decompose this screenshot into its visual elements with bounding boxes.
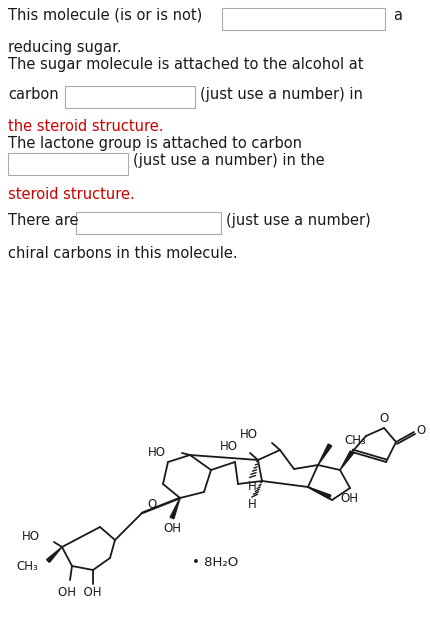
Polygon shape — [340, 451, 353, 470]
Text: HO: HO — [148, 446, 166, 459]
Text: reducing sugar.: reducing sugar. — [8, 40, 122, 55]
Text: HO: HO — [22, 530, 40, 544]
Bar — [8, 153, 128, 175]
Text: This molecule (is or is not): This molecule (is or is not) — [8, 8, 202, 23]
Text: O: O — [147, 499, 156, 512]
Text: CH₃: CH₃ — [344, 434, 366, 447]
Text: H: H — [248, 499, 256, 512]
Text: HO: HO — [240, 429, 258, 442]
Text: OH: OH — [340, 492, 358, 505]
Text: The lactone group is attached to carbon: The lactone group is attached to carbon — [8, 136, 302, 151]
Text: The sugar molecule is attached to the alcohol at: The sugar molecule is attached to the al… — [8, 57, 363, 72]
Polygon shape — [170, 498, 180, 519]
Text: steroid structure.: steroid structure. — [8, 187, 135, 202]
Text: (just use a number) in: (just use a number) in — [200, 87, 363, 102]
Text: (just use a number) in the: (just use a number) in the — [133, 153, 325, 168]
Text: (just use a number): (just use a number) — [226, 213, 371, 228]
Bar — [222, 8, 385, 30]
Text: a: a — [393, 8, 402, 23]
Text: chiral carbons in this molecule.: chiral carbons in this molecule. — [8, 246, 238, 261]
Text: • 8H₂O: • 8H₂O — [192, 555, 238, 568]
Text: O: O — [379, 412, 389, 426]
Text: OH  OH: OH OH — [58, 587, 102, 600]
Bar — [76, 212, 221, 234]
Text: carbon: carbon — [8, 87, 58, 102]
Bar — [65, 86, 195, 108]
Text: H: H — [248, 479, 256, 492]
Text: OH: OH — [163, 522, 181, 535]
Text: the steroid structure.: the steroid structure. — [8, 119, 163, 134]
Text: CH₃: CH₃ — [16, 560, 38, 573]
Text: O: O — [416, 424, 426, 437]
Text: There are: There are — [8, 213, 79, 228]
Polygon shape — [318, 444, 332, 465]
Polygon shape — [46, 547, 62, 562]
Text: HO: HO — [220, 439, 238, 452]
Polygon shape — [308, 487, 331, 499]
